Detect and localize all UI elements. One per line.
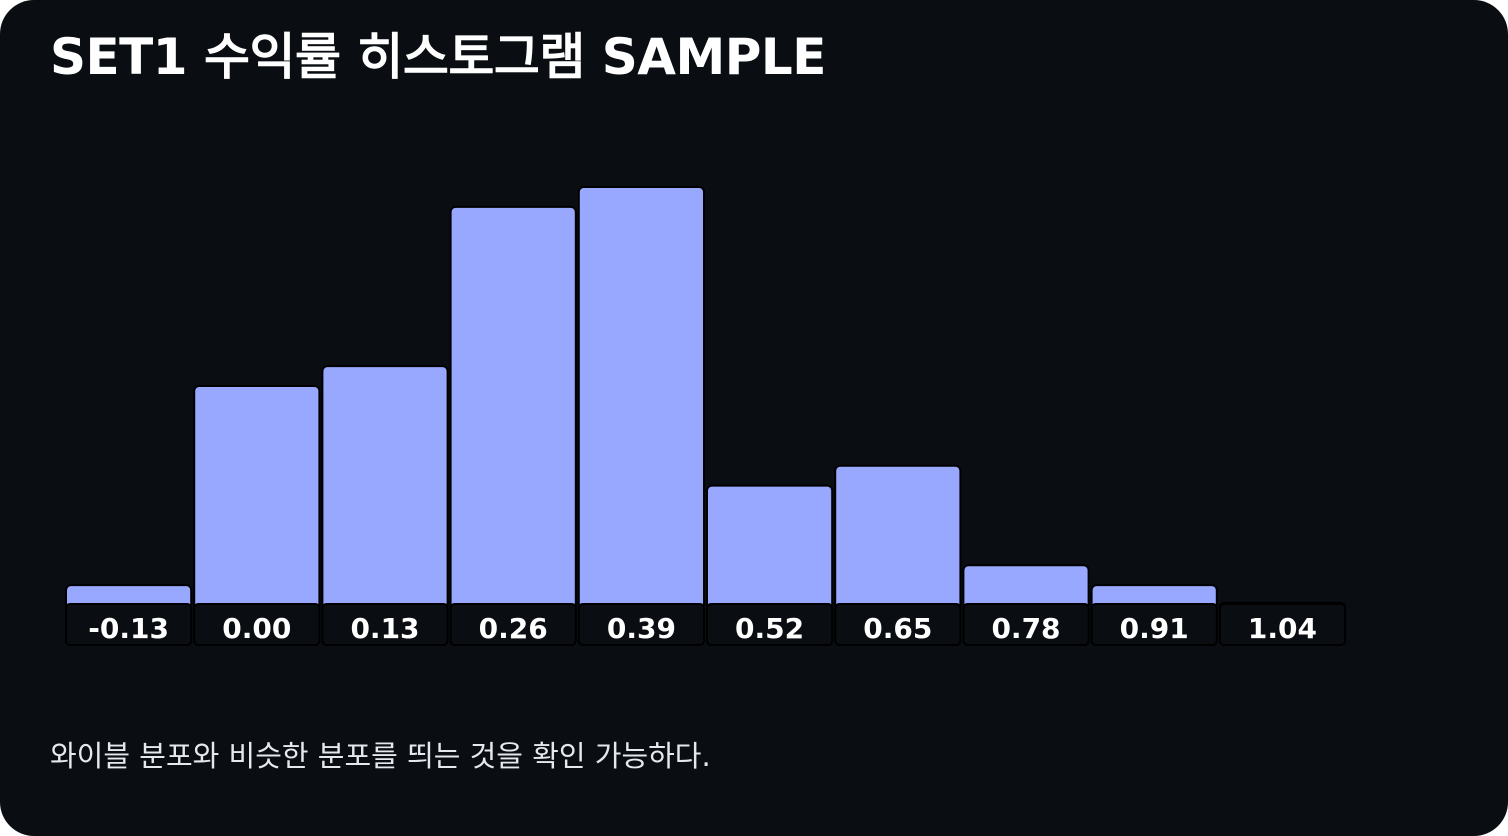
chart-title: SET1 수익률 히스토그램 SAMPLE	[50, 28, 826, 86]
tick-label: 0.65	[863, 612, 932, 645]
tick-label-box	[834, 603, 962, 646]
tick-label: 0.26	[479, 612, 548, 645]
tick-label-box	[962, 603, 1090, 646]
histogram-bar	[193, 385, 321, 610]
histogram-bar	[834, 464, 962, 611]
histogram-bar	[706, 484, 834, 611]
histogram-chart: -0.13 0.00 0.13 0.26 0.39 0.52 0.65 0.78 0.91 1.0…	[65, 186, 1347, 646]
tick-label: 0.78	[991, 612, 1060, 645]
tick-label: 0.91	[1120, 612, 1189, 645]
tick-label-box	[1218, 603, 1347, 646]
tick-label-box	[1090, 603, 1218, 646]
tick-label: 0.52	[735, 612, 804, 645]
histogram-bar	[321, 365, 449, 610]
tick-label-box	[577, 603, 705, 646]
histogram-bar	[449, 205, 577, 610]
histogram-bar	[577, 186, 705, 610]
chart-caption: 와이블 분포와 비슷한 분포를 띄는 것을 확인 가능하다.	[50, 739, 711, 773]
tick-label-box	[706, 603, 834, 646]
tick-label-box	[321, 603, 449, 646]
tick-label-box	[449, 603, 577, 646]
tick-label: -0.13	[88, 612, 169, 645]
tick-label: 1.04	[1248, 612, 1317, 645]
tick-label: 0.00	[222, 612, 291, 645]
tick-label: 0.39	[607, 612, 676, 645]
histogram-bar	[962, 564, 1090, 611]
tick-labels-layer: -0.13 0.00 0.13 0.26 0.39 0.52 0.65 0.78 0.91 1.0…	[65, 603, 1347, 646]
bars-layer	[65, 186, 1347, 611]
tick-label: 0.13	[350, 612, 419, 645]
tick-label-box	[193, 603, 321, 646]
tick-label-box	[65, 603, 193, 646]
